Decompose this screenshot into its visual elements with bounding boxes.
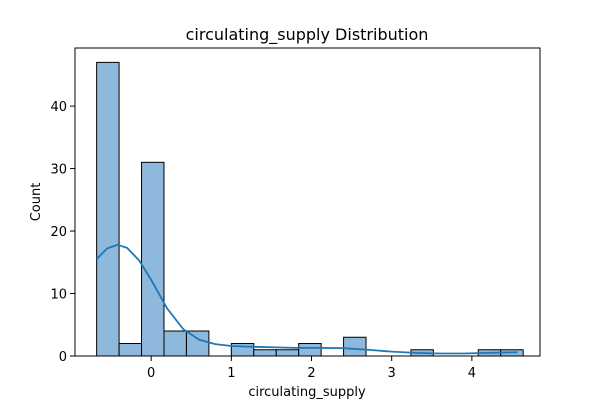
x-tick-label: 1 — [227, 366, 235, 381]
histogram-bar — [298, 343, 322, 357]
histogram-bar — [275, 349, 300, 357]
plot-frame — [74, 47, 541, 357]
histogram-bar — [253, 349, 277, 357]
y-axis-ticks: 0 10 20 30 40 — [50, 100, 75, 365]
histogram-bar — [163, 330, 187, 357]
x-tick-label: 4 — [468, 366, 476, 381]
y-tick-label: 30 — [50, 163, 67, 178]
y-tick-label: 10 — [50, 288, 67, 303]
y-axis-label: Count — [29, 183, 44, 222]
y-tick-label: 0 — [59, 350, 67, 365]
y-tick-label: 40 — [50, 100, 67, 115]
histogram-bar — [96, 61, 120, 357]
bars-group — [96, 61, 524, 357]
histogram-bar — [343, 336, 367, 357]
histogram-bar — [141, 161, 165, 357]
histogram-bar — [185, 330, 210, 357]
chart-title: circulating_supply Distribution — [186, 25, 429, 45]
kde-line — [96, 243, 518, 355]
histogram-bar — [118, 343, 143, 357]
y-tick-label: 20 — [50, 225, 67, 240]
x-axis-ticks: 0 1 2 3 4 — [147, 356, 476, 381]
x-tick-label: 2 — [307, 366, 315, 381]
x-tick-label: 3 — [388, 366, 396, 381]
x-tick-label: 0 — [147, 366, 155, 381]
x-axis-label: circulating_supply — [248, 385, 366, 400]
